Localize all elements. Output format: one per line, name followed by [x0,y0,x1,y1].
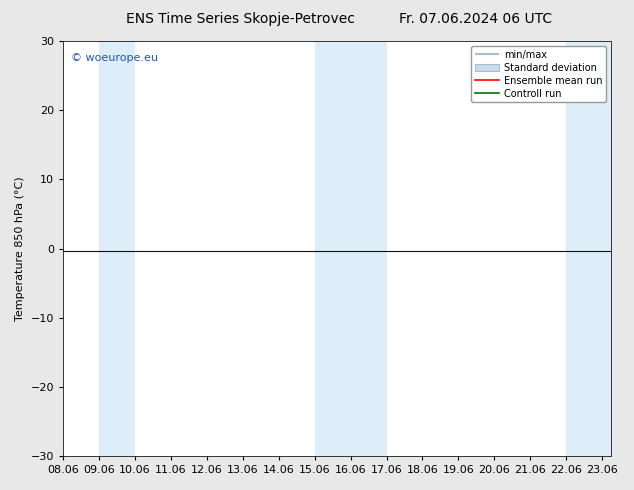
Bar [566,41,611,456]
Text: Fr. 07.06.2024 06 UTC: Fr. 07.06.2024 06 UTC [399,12,552,26]
Text: © woeurope.eu: © woeurope.eu [71,53,158,64]
Bar [314,41,387,456]
Y-axis label: Temperature 850 hPa (°C): Temperature 850 hPa (°C) [15,176,25,321]
Legend: min/max, Standard deviation, Ensemble mean run, Controll run: min/max, Standard deviation, Ensemble me… [471,46,606,102]
Text: ENS Time Series Skopje-Petrovec: ENS Time Series Skopje-Petrovec [126,12,356,26]
Bar [99,41,135,456]
